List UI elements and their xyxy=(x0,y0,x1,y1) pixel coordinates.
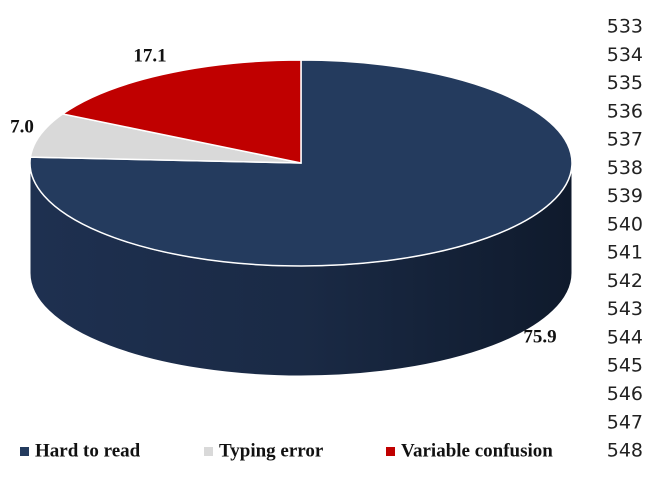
line-number: 540 xyxy=(607,213,643,235)
line-number: 538 xyxy=(607,157,643,179)
data-label: 75.9 xyxy=(523,326,556,347)
line-number: 543 xyxy=(607,298,643,320)
line-number: 535 xyxy=(607,72,643,94)
line-number: 546 xyxy=(607,383,643,405)
data-label: 7.0 xyxy=(10,116,34,137)
slice xyxy=(60,59,302,164)
line-number: 533 xyxy=(607,16,643,38)
data-label: 17.1 xyxy=(133,45,166,66)
line-number: 544 xyxy=(607,326,643,348)
slice xyxy=(29,59,573,267)
line-number: 548 xyxy=(607,440,643,462)
legend-label: Hard to read xyxy=(35,440,141,461)
legend-label: Typing error xyxy=(219,440,324,461)
legend-label: Variable confusion xyxy=(401,440,553,461)
line-number: 545 xyxy=(607,355,643,377)
legend-swatch xyxy=(20,447,29,456)
line-number: 542 xyxy=(607,270,643,292)
legend-swatch xyxy=(204,447,213,456)
line-number: 547 xyxy=(607,411,643,433)
line-number: 534 xyxy=(607,44,643,66)
line-number: 536 xyxy=(607,100,643,122)
slice xyxy=(29,113,302,164)
line-number: 541 xyxy=(607,242,643,264)
line-number: 537 xyxy=(607,129,643,151)
legend-swatch xyxy=(386,447,395,456)
line-number: 539 xyxy=(607,185,643,207)
